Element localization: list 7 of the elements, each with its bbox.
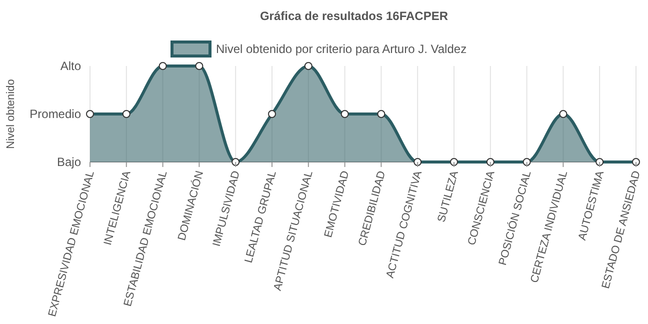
text: Bajo bbox=[56, 155, 82, 169]
y-axis-title: Nivel obtenido bbox=[5, 79, 17, 149]
text: Alto bbox=[60, 59, 82, 73]
legend-label: Nivel obtenido por criterio para Arturo J. Valdez bbox=[216, 42, 467, 56]
x-tick-label: LEALTAD GRUPAL bbox=[242, 170, 279, 264]
text: Promedio bbox=[30, 107, 82, 121]
chart-title: Gráfica de resultados 16FACPER bbox=[260, 9, 448, 23]
